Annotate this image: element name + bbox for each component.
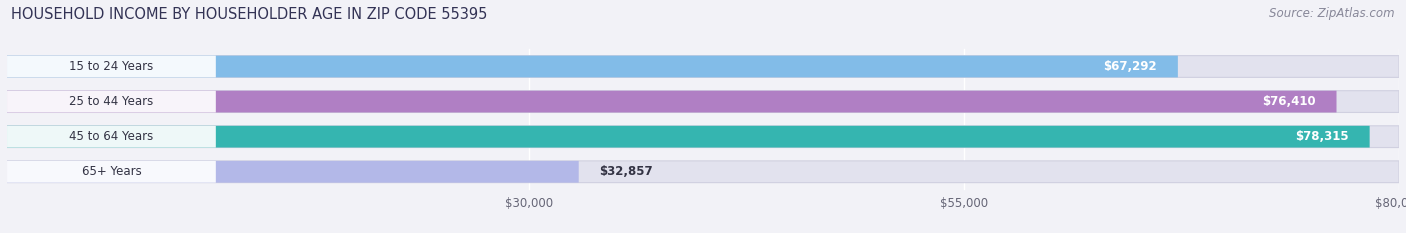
- Text: 25 to 44 Years: 25 to 44 Years: [69, 95, 153, 108]
- Text: $78,315: $78,315: [1295, 130, 1348, 143]
- Text: $67,292: $67,292: [1104, 60, 1157, 73]
- FancyBboxPatch shape: [7, 91, 217, 113]
- Text: Source: ZipAtlas.com: Source: ZipAtlas.com: [1270, 7, 1395, 20]
- Text: HOUSEHOLD INCOME BY HOUSEHOLDER AGE IN ZIP CODE 55395: HOUSEHOLD INCOME BY HOUSEHOLDER AGE IN Z…: [11, 7, 488, 22]
- FancyBboxPatch shape: [7, 56, 217, 77]
- FancyBboxPatch shape: [7, 91, 1337, 113]
- Text: 45 to 64 Years: 45 to 64 Years: [69, 130, 153, 143]
- FancyBboxPatch shape: [7, 161, 217, 183]
- FancyBboxPatch shape: [7, 126, 217, 147]
- FancyBboxPatch shape: [7, 126, 1369, 147]
- Text: 65+ Years: 65+ Years: [82, 165, 141, 178]
- FancyBboxPatch shape: [7, 161, 579, 183]
- FancyBboxPatch shape: [7, 56, 1399, 77]
- Text: $32,857: $32,857: [599, 165, 654, 178]
- FancyBboxPatch shape: [7, 91, 1399, 113]
- Text: 15 to 24 Years: 15 to 24 Years: [69, 60, 153, 73]
- FancyBboxPatch shape: [7, 161, 1399, 183]
- Text: $76,410: $76,410: [1263, 95, 1316, 108]
- FancyBboxPatch shape: [7, 56, 1178, 77]
- FancyBboxPatch shape: [7, 126, 1399, 147]
